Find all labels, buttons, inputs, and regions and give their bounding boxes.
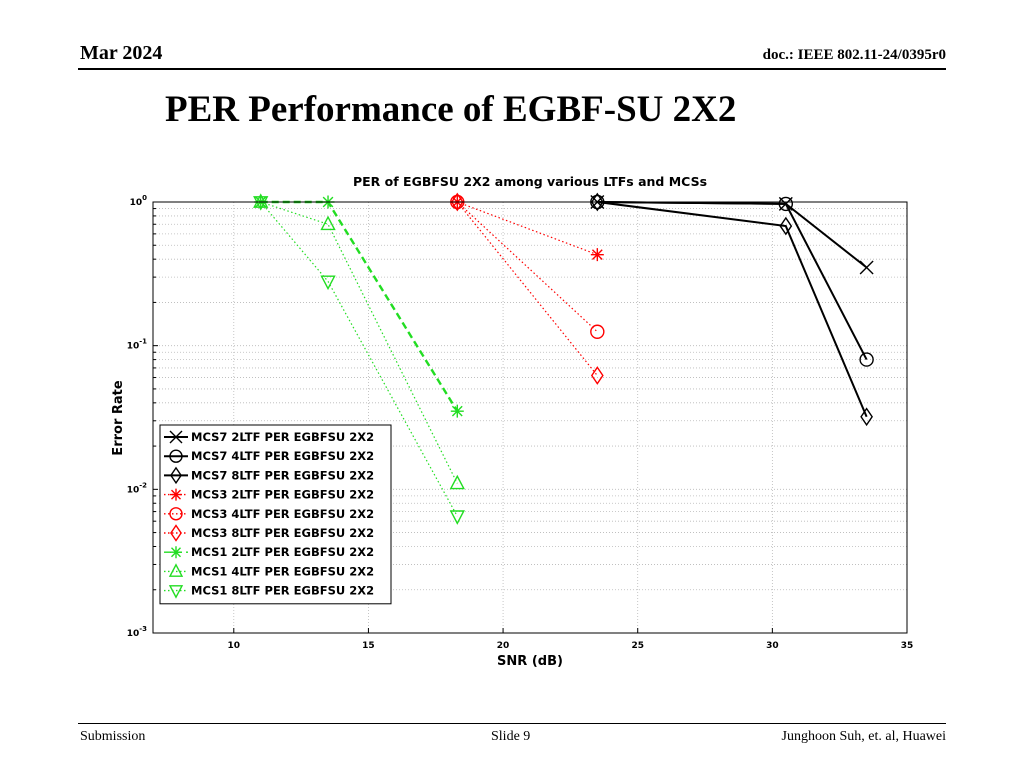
legend-label: MCS3 2LTF PER EGBFSU 2X2 [191, 488, 374, 502]
legend-box [159, 424, 392, 605]
marker-asterisk [590, 248, 604, 262]
legend-label: MCS1 8LTF PER EGBFSU 2X2 [191, 584, 374, 598]
legend-label: MCS7 2LTF PER EGBFSU 2X2 [191, 430, 374, 444]
y-axis-label: Error Rate [111, 380, 126, 456]
marker-triangle-down [168, 585, 184, 599]
y-tick-label: 10-2 [127, 481, 147, 495]
marker-diamond [450, 192, 464, 212]
legend-entry: MCS7 4LTF PER EGBFSU 2X2 [164, 449, 374, 463]
legend-entry: MCS1 4LTF PER EGBFSU 2X2 [164, 563, 374, 578]
y-tick-label: 10-1 [127, 338, 147, 352]
footer-slide-number: Slide 9 [491, 729, 531, 744]
footer-rule [78, 723, 946, 724]
marker-x [169, 430, 183, 444]
chart-title: PER of EGBFSU 2X2 among various LTFs and… [353, 174, 707, 189]
legend-entry: MCS3 8LTF PER EGBFSU 2X2 [164, 524, 374, 542]
marker-circle [169, 449, 183, 463]
x-tick-label: 15 [362, 641, 375, 651]
series-line [597, 201, 868, 361]
slide-date: Mar 2024 [80, 42, 163, 64]
marker-triangle-up [449, 474, 465, 490]
marker-circle [859, 352, 874, 367]
series-line [597, 201, 868, 418]
legend-entry: MCS1 8LTF PER EGBFSU 2X2 [164, 584, 374, 599]
y-tick-label: 100 [130, 194, 148, 208]
x-tick-label: 30 [766, 641, 779, 651]
marker-asterisk [170, 546, 182, 559]
marker-x [859, 260, 874, 275]
plot-frame [152, 201, 908, 634]
series-line [456, 201, 598, 376]
legend: MCS7 2LTF PER EGBFSU 2X2 MCS7 4LTF PER EG… [159, 424, 392, 605]
legend-label: MCS7 4LTF PER EGBFSU 2X2 [191, 449, 374, 463]
legend-entry: MCS1 2LTF PER EGBFSU 2X2 [164, 545, 374, 559]
legend-entry: MCS3 2LTF PER EGBFSU 2X2 [164, 488, 374, 502]
marker-diamond [779, 216, 793, 236]
marker-triangle-down [253, 196, 269, 211]
document-id: doc.: IEEE 802.11-24/0395r0 [762, 47, 946, 63]
marker-triangle-up [320, 215, 336, 231]
legend-entry: MCS7 8LTF PER EGBFSU 2X2 [164, 466, 374, 485]
series-line [457, 201, 598, 256]
marker-asterisk [170, 488, 182, 501]
y-tick-label: 10-3 [127, 625, 147, 639]
marker-circle [169, 507, 183, 521]
x-tick-label: 10 [228, 641, 241, 651]
marker-diamond [170, 524, 182, 542]
marker-triangle-up [253, 193, 269, 208]
legend-entry: MCS7 2LTF PER EGBFSU 2X2 [164, 430, 374, 444]
x-tick-label: 20 [497, 641, 510, 651]
series-mcs3-8ltf-per-egbfsu-2x2 [450, 192, 604, 385]
footer-authors: Junghoon Suh, et. al, Huawei [781, 729, 946, 744]
series-mcs7-8ltf-per-egbfsu-2x2 [590, 192, 873, 427]
legend-label: MCS1 2LTF PER EGBFSU 2X2 [191, 545, 374, 559]
x-tick-label: 25 [631, 641, 644, 651]
header-rule [78, 68, 946, 70]
marker-diamond [170, 466, 182, 485]
marker-diamond [860, 407, 873, 427]
axis-ticks: 10 15 20 25 30 35 100 10-1 10-2 10-3 [127, 194, 914, 651]
legend-label: MCS3 4LTF PER EGBFSU 2X2 [191, 507, 374, 521]
legend-label: MCS3 8LTF PER EGBFSU 2X2 [191, 526, 374, 540]
marker-circle [778, 196, 794, 212]
marker-diamond [590, 366, 604, 385]
series-mcs1-4ltf-per-egbfsu-2x2 [253, 193, 465, 490]
legend-label: MCS7 8LTF PER EGBFSU 2X2 [191, 468, 374, 482]
legend-entry: MCS3 4LTF PER EGBFSU 2X2 [164, 507, 374, 521]
series-line [260, 201, 458, 517]
marker-diamond [590, 192, 604, 212]
x-axis-label: SNR (dB) [497, 654, 563, 669]
footer-submission: Submission [80, 729, 146, 744]
series-mcs1-8ltf-per-egbfsu-2x2 [253, 196, 465, 525]
marker-triangle-down [320, 275, 336, 291]
marker-asterisk [450, 404, 464, 418]
marker-triangle-up [168, 563, 184, 577]
marker-circle [590, 324, 605, 339]
legend-label: MCS1 4LTF PER EGBFSU 2X2 [191, 564, 374, 578]
marker-triangle-down [449, 510, 465, 525]
x-tick-label: 35 [901, 641, 914, 651]
slide-title: PER Performance of EGBF-SU 2X2 [165, 89, 737, 130]
